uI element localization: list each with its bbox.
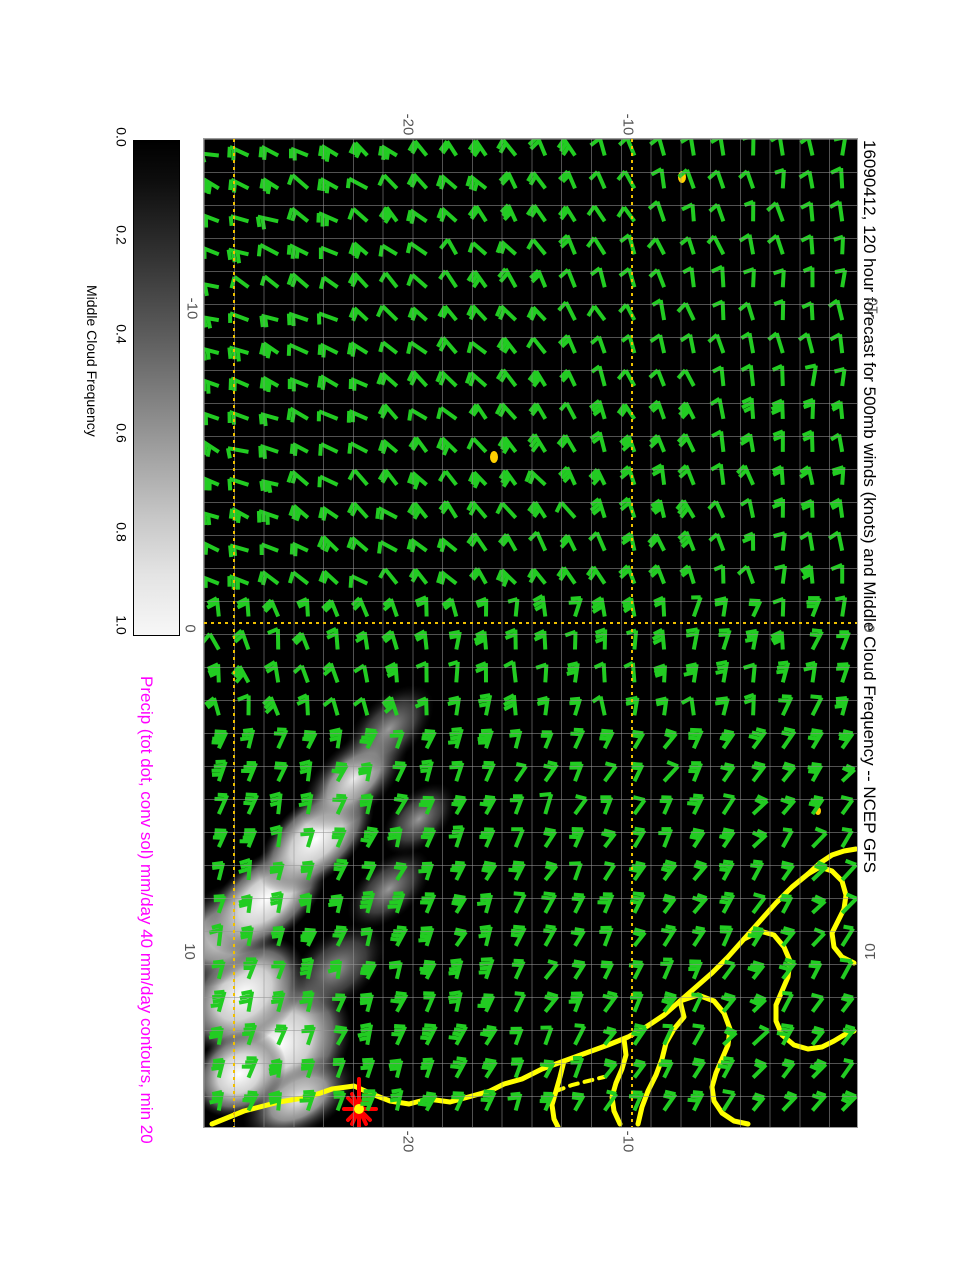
axis-tick-right: 0 [862,620,879,637]
wind-barbs [204,139,857,1112]
major-gridline-vertical [631,139,633,1127]
axis-tick-label: 10 [180,943,198,960]
precip-caption: Precip (tot dot, conv sol) mm/day 40 mm/… [137,676,156,1144]
axis-tick-bottom: -10 [617,1130,639,1153]
axis-tick-label: -10 [619,113,637,136]
major-gridline-vertical [233,139,235,1127]
axis-tick-right: -10 [862,297,884,320]
axis-tick-top: -20 [397,113,419,136]
axis-tick-label: 10 [861,943,879,960]
axis-tick-label: 0 [181,624,199,633]
axis-tick-label: -20 [399,113,417,136]
axis-tick-label: -20 [399,1130,417,1153]
axis-tick-bottom: -20 [397,1130,419,1153]
axis-tick-label: -10 [864,297,882,320]
colorbar-tick-label: 0.4 [113,324,130,344]
chart-title: 16090412, 120 hour forecast for 500mb wi… [860,140,879,873]
plot-canvas [204,139,857,1127]
colorbar-axis-label: Middle Cloud Frequency [84,285,100,437]
colorbar-tick-label: 0.8 [113,522,130,542]
colorbar-tick: 0.2 [91,225,131,245]
colorbar-tick-label: 0.6 [113,423,130,443]
colorbar-tick: 0.0 [91,127,131,147]
axis-tick-label: 0 [861,624,879,633]
coastline-dashes [554,1075,606,1093]
plot-area [203,138,858,1128]
precip-dots [490,171,821,815]
colorbar-tick-label: 0.2 [113,225,130,245]
axis-tick-left: 0 [182,620,199,637]
colorbar-tick: 0.8 [91,522,131,542]
colorbar [133,140,180,636]
major-gridline-horizontal [204,622,857,624]
colorbar-tick: 1.0 [91,615,131,635]
axis-tick-label: -10 [619,1130,637,1153]
axis-tick-left: -10 [181,297,203,320]
axis-tick-top: -10 [617,113,639,136]
axis-tick-left: 10 [181,943,198,960]
axis-tick-right: 10 [862,943,879,960]
colorbar-tick-label: 1.0 [113,615,130,635]
colorbar-tick-label: 0.0 [113,127,130,147]
colorbar-gradient [133,140,180,636]
axis-tick-label: -10 [183,297,201,320]
